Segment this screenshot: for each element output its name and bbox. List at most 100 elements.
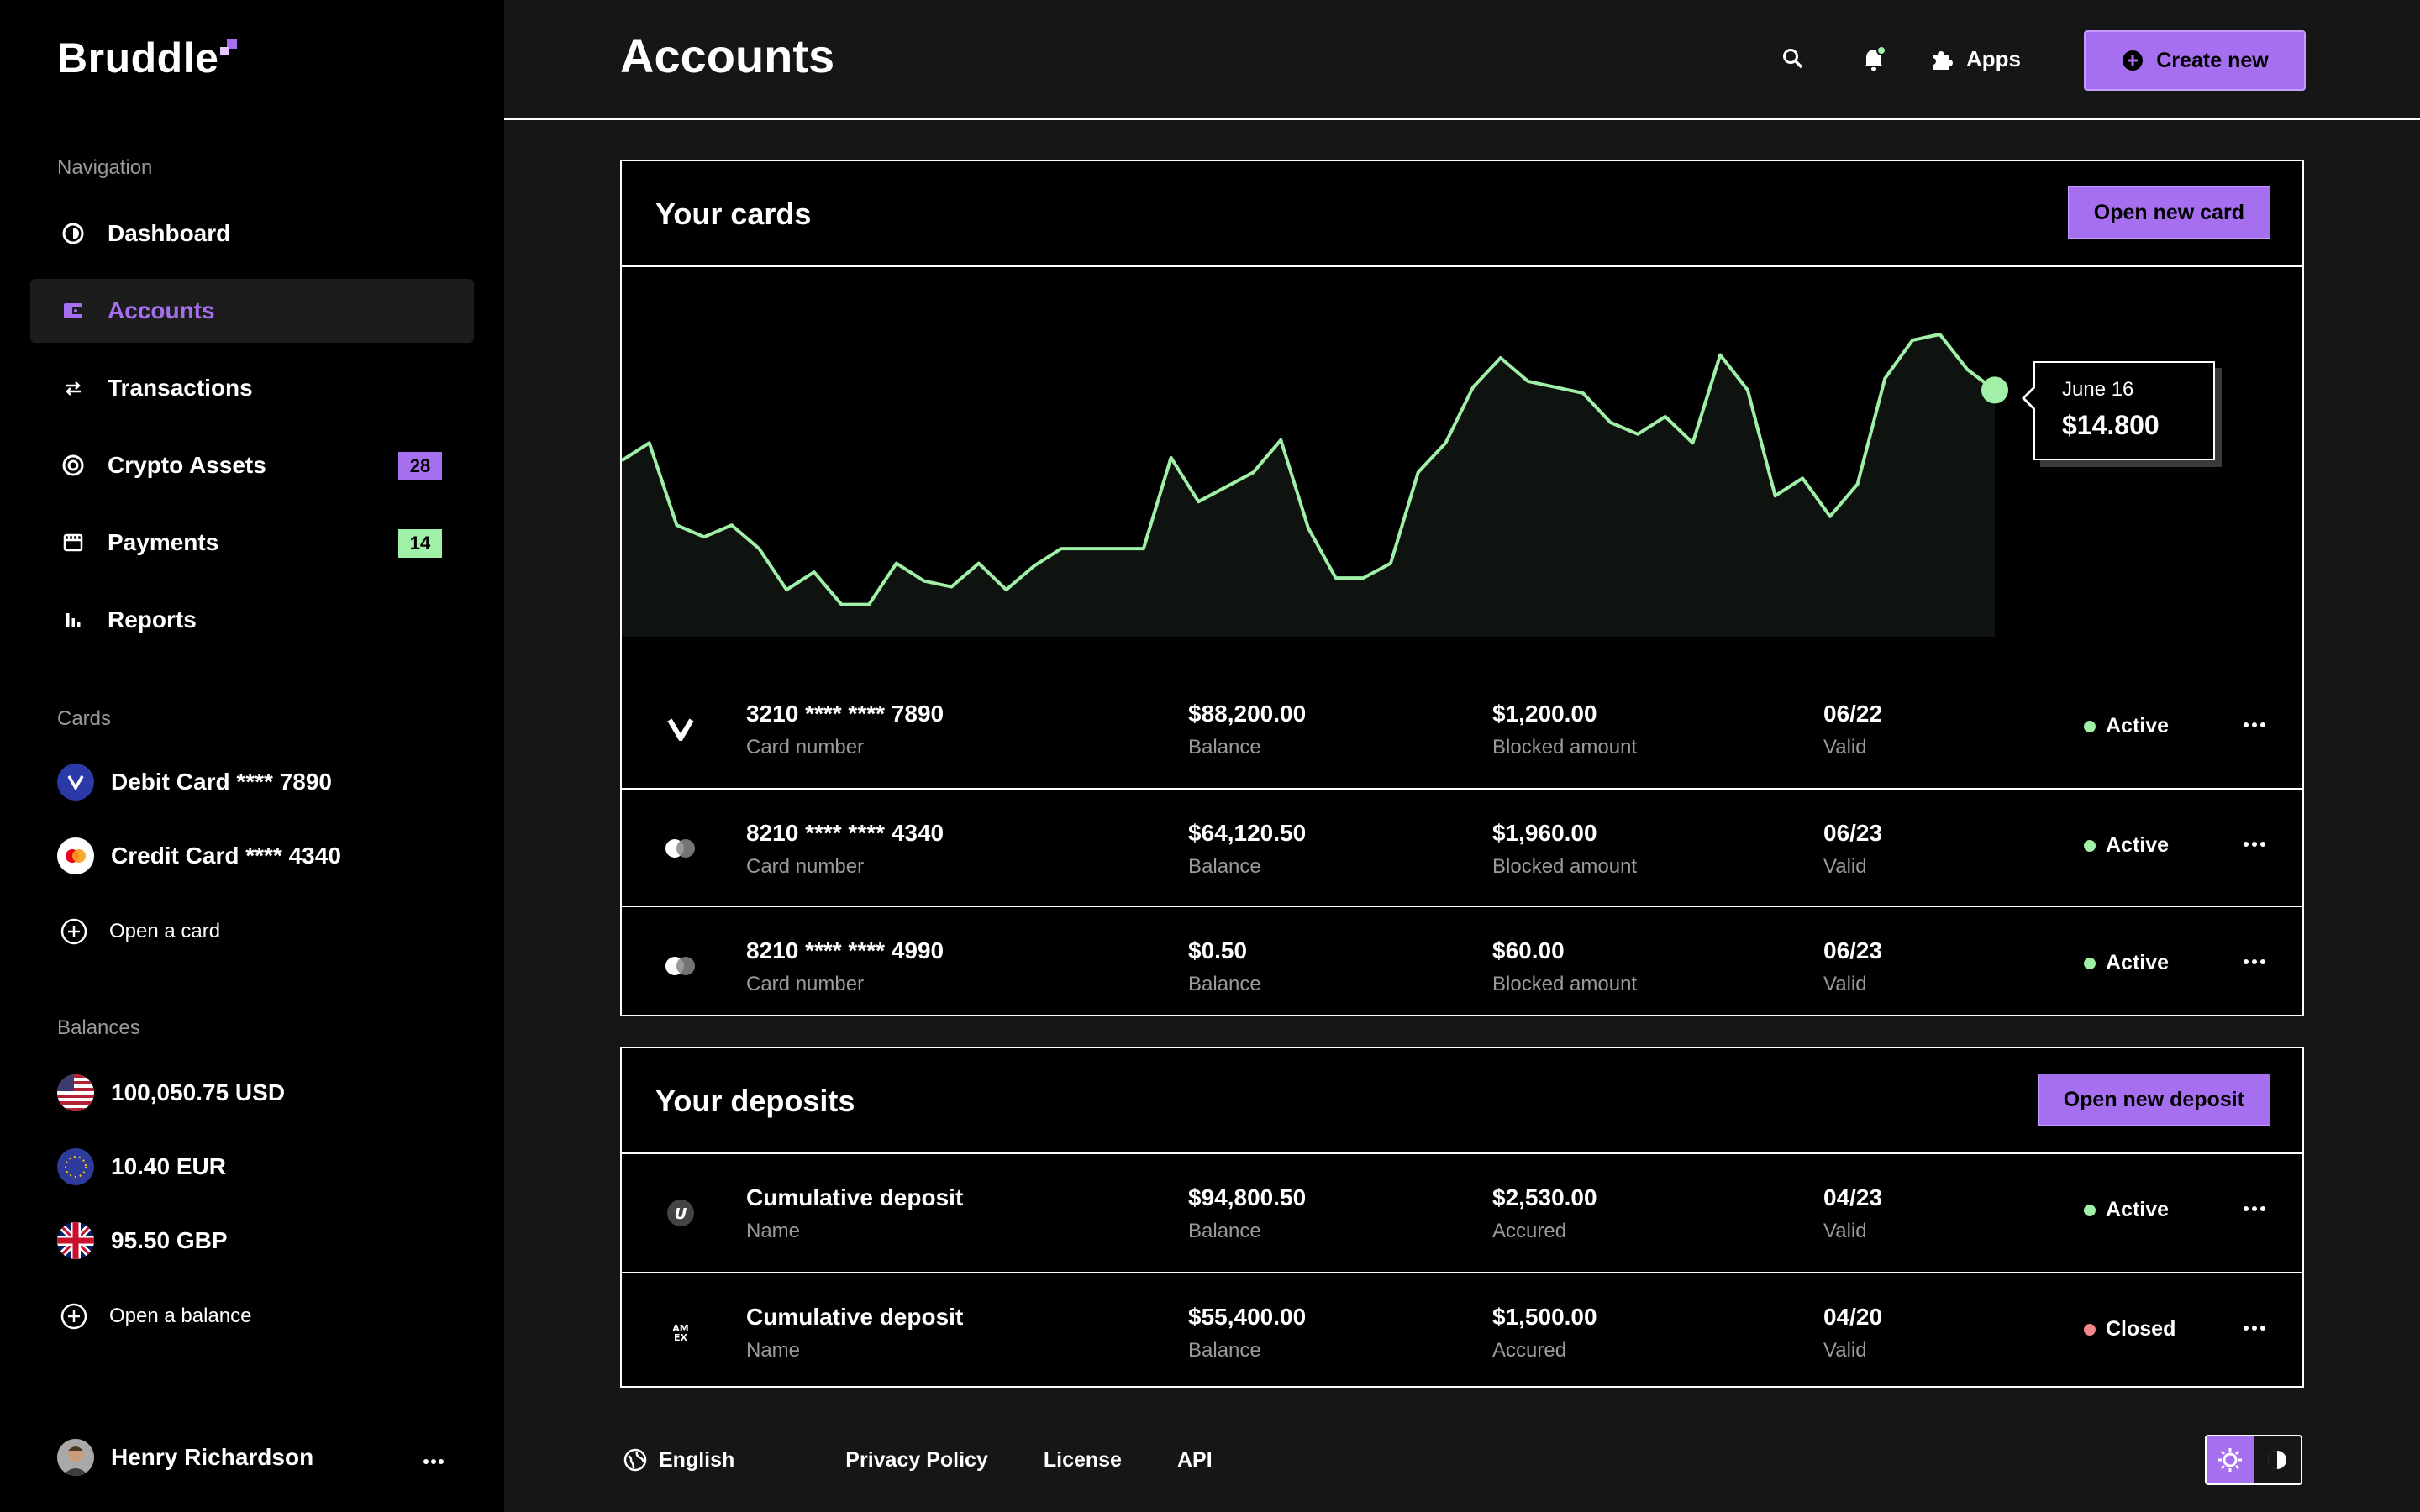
plus-circle-icon — [57, 1299, 91, 1333]
deposit-balance-label: Balance — [1188, 1220, 1261, 1242]
balance-eur[interactable]: 10.40 EUR — [57, 1146, 226, 1188]
open-balance-label: Open a balance — [109, 1305, 252, 1327]
sidebar-item-transactions[interactable]: Transactions — [30, 356, 474, 420]
deposit-valid: 04/23 — [1823, 1184, 1883, 1210]
card-balance-label: Balance — [1188, 973, 1261, 995]
row-menu-icon[interactable] — [2244, 717, 2265, 732]
open-card-link[interactable]: Open a card — [57, 911, 220, 953]
license-link[interactable]: License — [1043, 1447, 1122, 1472]
crypto-badge: 28 — [398, 452, 442, 480]
card-blocked: $1,200.00 — [1492, 701, 1597, 727]
deposits-panel-header: Your deposits Open new deposit — [622, 1048, 2302, 1154]
card-balance: $0.50 — [1188, 937, 1248, 963]
card-number: 3210 **** **** 7890 — [746, 701, 944, 727]
apps-button[interactable]: Apps — [1929, 42, 2021, 76]
create-new-button[interactable]: Create new — [2084, 30, 2306, 91]
open-balance-link[interactable]: Open a balance — [57, 1295, 251, 1337]
table-row[interactable]: U Cumulative deposit Name $94,800.50 Balan… — [622, 1154, 2302, 1272]
svg-text:EX: EX — [674, 1332, 688, 1343]
svg-text:U: U — [675, 1205, 687, 1223]
theme-toggle[interactable] — [2205, 1435, 2302, 1485]
puzzle-icon — [1933, 51, 1953, 70]
open-new-deposit-button[interactable]: Open new deposit — [2037, 1074, 2270, 1126]
card-number-label: Card number — [746, 973, 865, 995]
payments-badge: 14 — [398, 529, 442, 558]
sidebar-card-label: Debit Card **** 7890 — [111, 769, 333, 795]
line-chart[interactable] — [622, 267, 2302, 670]
brand-name: Bruddle — [57, 34, 219, 81]
bell-icon[interactable] — [1859, 44, 1889, 74]
card-number-label: Card number — [746, 736, 865, 759]
sidebar-item-label: Transactions — [108, 375, 253, 401]
deposits-panel: Your deposits Open new deposit U Cumulat… — [620, 1047, 2304, 1388]
deposit-name-label: Name — [746, 1339, 801, 1362]
language-label: English — [659, 1447, 735, 1472]
card-valid-label: Valid — [1823, 973, 1867, 995]
uk-flag-icon — [57, 1222, 94, 1259]
card-balance-label: Balance — [1188, 855, 1261, 878]
unionpay-icon: U — [662, 1194, 699, 1231]
deposit-balance: $94,800.50 — [1188, 1184, 1307, 1210]
balance-label: 10.40 EUR — [111, 1153, 226, 1179]
sidebar: Bruddle Navigation Dashboard Accounts Tr… — [0, 0, 504, 1512]
row-menu-icon[interactable] — [2244, 1320, 2265, 1336]
deposit-accrued: $2,530.00 — [1492, 1184, 1597, 1210]
logo-mark-icon — [220, 39, 240, 59]
table-row[interactable]: AM EX Cumulative deposit Name $55,400.00 Ba… — [622, 1272, 2302, 1389]
sun-icon[interactable] — [2207, 1436, 2254, 1483]
sidebar-item-accounts[interactable]: Accounts — [30, 279, 474, 343]
sidebar-item-label: Payments — [108, 529, 219, 555]
deposit-accrued-label: Accured — [1492, 1220, 1567, 1242]
navigation-section-label: Navigation — [57, 156, 153, 179]
sidebar-item-dashboard[interactable]: Dashboard — [30, 202, 474, 265]
balance-gbp[interactable]: 95.50 GBP — [57, 1220, 228, 1262]
deposit-name-label: Name — [746, 1220, 801, 1242]
deposit-valid-label: Valid — [1823, 1220, 1867, 1242]
sidebar-card-credit[interactable]: Credit Card **** 4340 — [57, 835, 341, 877]
card-number: 8210 **** **** 4990 — [746, 937, 944, 963]
card-blocked-label: Blocked amount — [1492, 973, 1638, 995]
table-row[interactable]: 3210 **** **** 7890 Card number $88,200.0… — [622, 670, 2302, 788]
search-icon[interactable] — [1778, 44, 1808, 74]
balance-chart: June 16 $14.800 — [622, 267, 2302, 670]
balance-usd[interactable]: 100,050.75 USD — [57, 1072, 285, 1114]
sidebar-item-label: Dashboard — [108, 220, 231, 246]
open-new-card-button[interactable]: Open new card — [2067, 186, 2270, 239]
moon-icon[interactable] — [2254, 1436, 2301, 1483]
card-balance-label: Balance — [1188, 736, 1261, 759]
card-valid-label: Valid — [1823, 736, 1867, 759]
card-number-label: Card number — [746, 855, 865, 878]
sidebar-item-crypto-assets[interactable]: Crypto Assets 28 — [30, 433, 474, 497]
card-valid-label: Valid — [1823, 855, 1867, 878]
table-row[interactable]: 8210 **** **** 4340 Card number $64,120.5… — [622, 788, 2302, 906]
user-profile[interactable]: Henry Richardson — [57, 1436, 444, 1478]
sidebar-item-reports[interactable]: Reports — [30, 588, 474, 652]
row-menu-icon[interactable] — [2244, 954, 2265, 969]
user-menu-icon[interactable] — [424, 1444, 444, 1471]
status-badge: Active — [2084, 833, 2169, 858]
table-row[interactable]: 8210 **** **** 4990 Card number $0.50 Bala… — [622, 906, 2302, 1023]
card-valid: 06/23 — [1823, 820, 1883, 846]
bar-chart-icon — [60, 607, 86, 633]
tooltip-date: June 16 — [2062, 378, 2134, 401]
privacy-policy-link[interactable]: Privacy Policy — [845, 1447, 988, 1472]
row-menu-icon[interactable] — [2244, 837, 2265, 852]
sidebar-item-payments[interactable]: Payments 14 — [30, 511, 474, 575]
row-menu-icon[interactable] — [2244, 1201, 2265, 1216]
api-link[interactable]: API — [1176, 1447, 1213, 1472]
sidebar-card-debit[interactable]: Debit Card **** 7890 — [57, 761, 332, 803]
plus-circle-icon — [2123, 50, 2144, 71]
mastercard-icon — [662, 830, 699, 867]
chart-highlight-point[interactable] — [1981, 376, 2008, 404]
globe-icon — [623, 1448, 647, 1472]
balances-section-label: Balances — [57, 1016, 140, 1039]
tooltip-value: $14.800 — [2062, 410, 2160, 440]
deposit-accrued: $1,500.00 — [1492, 1304, 1597, 1330]
brand-logo[interactable]: Bruddle — [57, 34, 240, 82]
status-badge: Active — [2084, 1198, 2169, 1222]
visa-icon — [57, 764, 94, 801]
card-blocked-label: Blocked amount — [1492, 855, 1638, 878]
language-selector[interactable]: English — [623, 1448, 790, 1473]
mastercard-icon — [662, 948, 699, 984]
svg-text:AM: AM — [672, 1323, 688, 1334]
